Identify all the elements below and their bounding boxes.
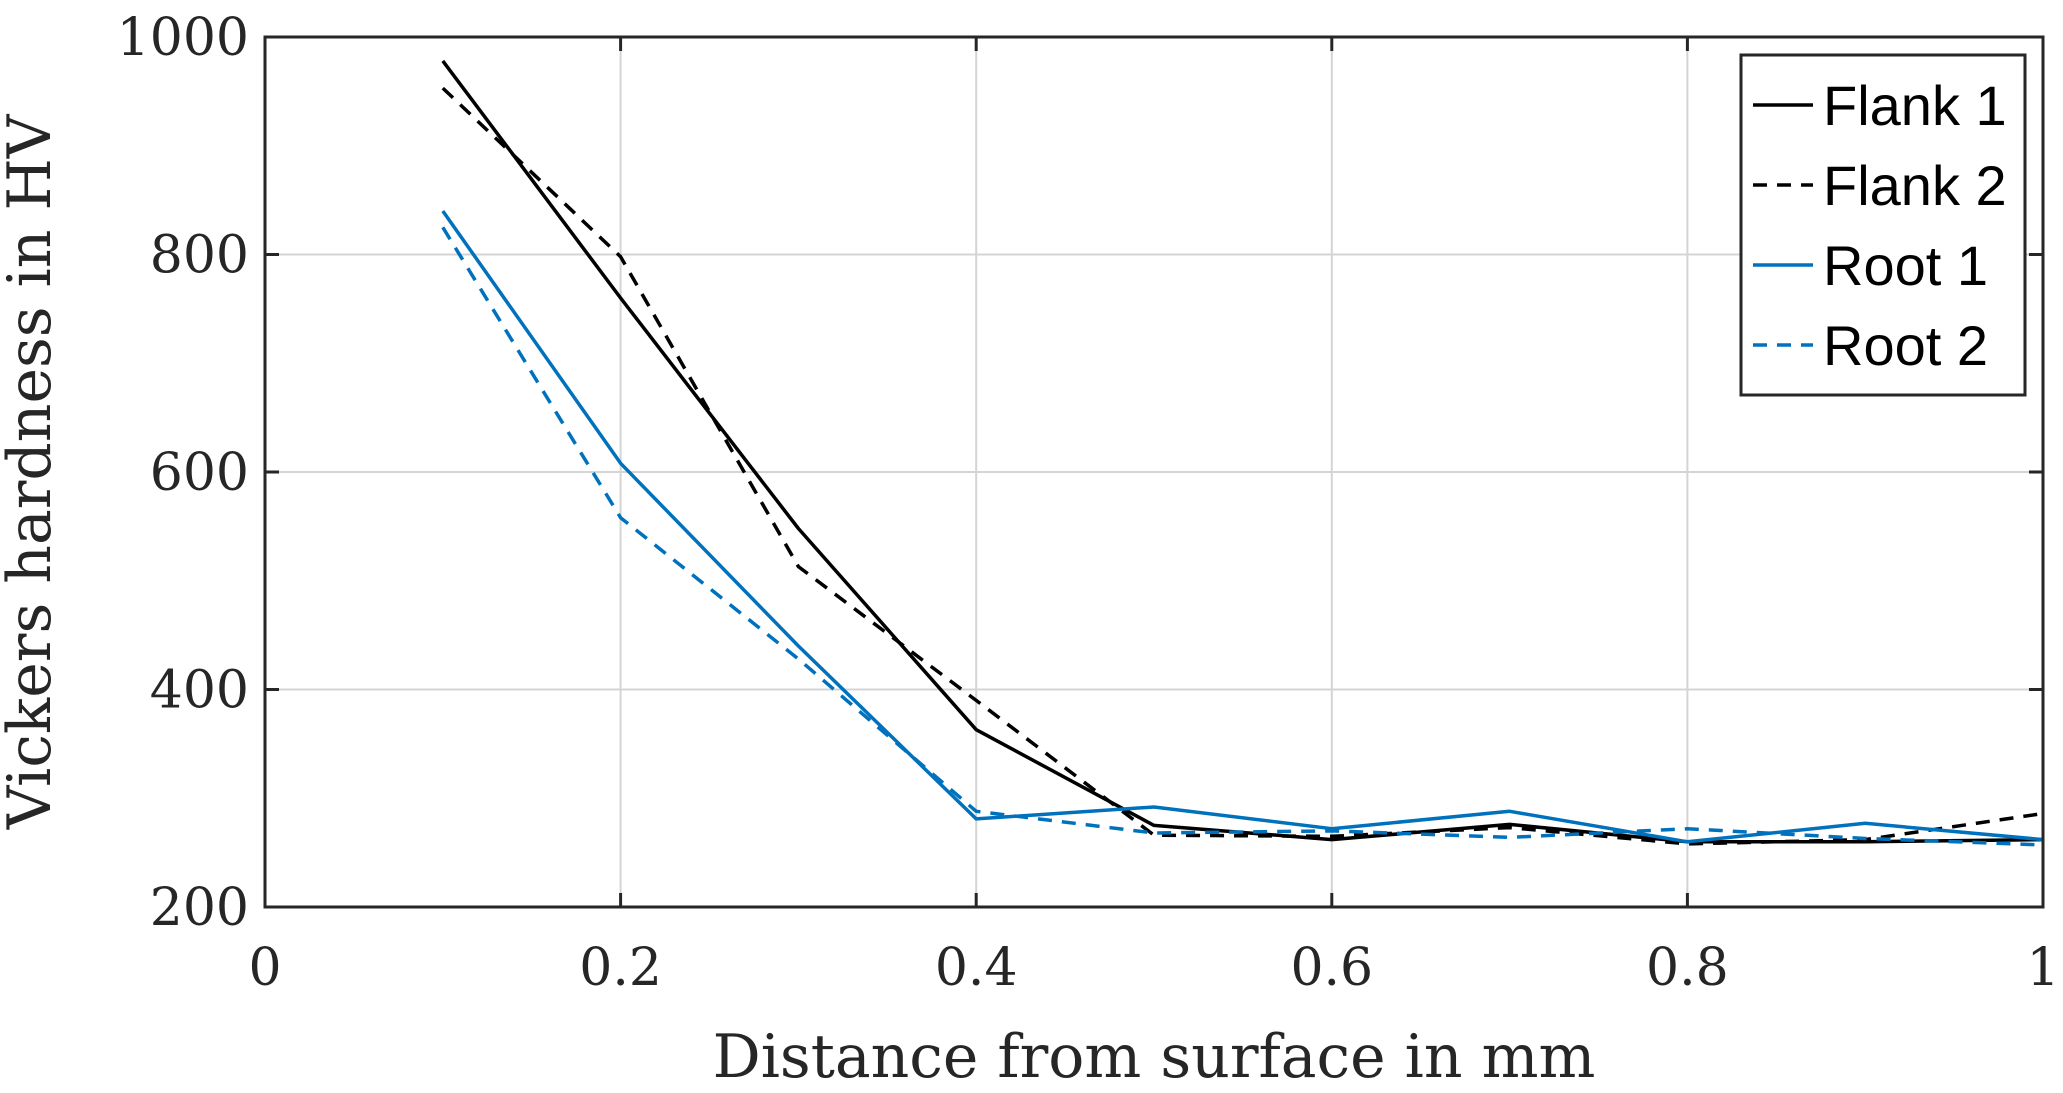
x-tick-label: 0	[248, 938, 281, 998]
x-tick-label: 1	[2026, 938, 2059, 998]
series-line-root-1	[441, 209, 2044, 844]
axis-ticks	[263, 35, 2045, 909]
x-tick-label: 0.6	[1290, 938, 1373, 998]
y-tick-label: 400	[150, 661, 249, 721]
legend: Flank 1 Flank 2 Root 1 Root 2	[1739, 53, 2027, 397]
y-tick-label: 800	[150, 226, 249, 286]
legend-box	[1739, 53, 2027, 397]
legend-label: Root 2	[1823, 314, 1988, 377]
x-tick-label: 0.8	[1646, 938, 1729, 998]
series-lines	[441, 59, 2044, 847]
legend-label: Root 1	[1823, 234, 1988, 297]
axis-tick-labels: 0 0.2 0.4 0.6 0.8 1 200 400 600 800 1000	[117, 8, 2060, 998]
x-tick-label: 0.4	[935, 938, 1018, 998]
series-line-root-2	[441, 226, 2044, 847]
y-tick-label: 1000	[117, 8, 249, 68]
legend-label: Flank 2	[1823, 154, 2007, 217]
y-tick-label: 600	[150, 443, 249, 503]
y-axis-title: Vickers hardness in HV	[0, 113, 65, 830]
x-tick-label: 0.2	[579, 938, 662, 998]
series-line-flank-2	[441, 86, 2044, 846]
y-tick-label: 200	[150, 878, 249, 938]
x-axis-title: Distance from surface in mm	[713, 1022, 1596, 1092]
legend-label: Flank 1	[1823, 74, 2007, 137]
